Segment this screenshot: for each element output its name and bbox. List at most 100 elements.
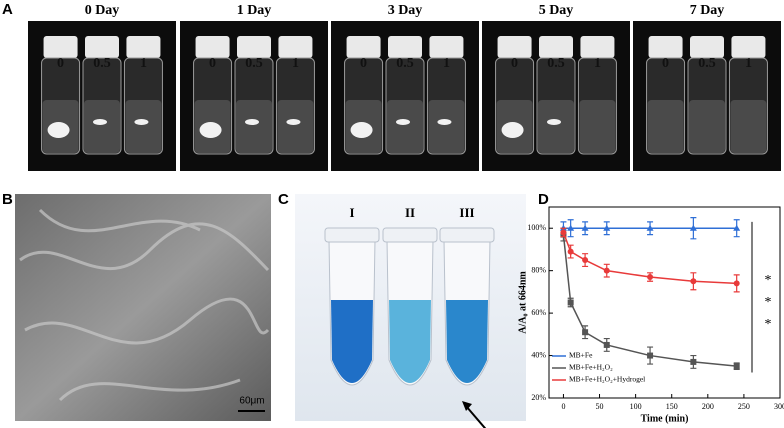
tube-liquid	[446, 300, 488, 383]
tube-label: I	[349, 205, 354, 220]
data-point	[647, 274, 654, 281]
vial-cap	[85, 36, 119, 58]
panel-label: D	[538, 191, 549, 208]
tube-label: II	[405, 205, 415, 220]
data-point	[690, 278, 697, 285]
vial-label: 0.5	[245, 56, 263, 71]
vial-liquid	[579, 100, 616, 153]
panel-label: B	[2, 191, 13, 208]
data-point	[603, 224, 611, 231]
day-title: 3 Day	[388, 3, 423, 18]
panel-label: A	[2, 1, 13, 18]
vial-cap	[580, 36, 615, 58]
x-tick-label: 50	[596, 402, 604, 411]
vial-label: 0	[209, 56, 216, 71]
vial-label: 1	[140, 56, 147, 71]
vial-cap	[278, 36, 313, 58]
data-point	[689, 224, 697, 231]
vial-label: 1	[594, 56, 601, 71]
hydrogel	[93, 119, 107, 125]
data-point	[567, 224, 575, 231]
data-point	[603, 341, 610, 348]
x-axis-label: Time (min)	[641, 413, 689, 424]
vial-cap	[429, 36, 464, 58]
significance-mark: *	[765, 295, 772, 310]
vial-cap	[497, 36, 532, 58]
data-point	[567, 248, 574, 255]
day-title: 0 Day	[85, 3, 120, 18]
hydrogel	[245, 119, 259, 125]
arrow	[465, 405, 487, 428]
vial-liquid	[84, 100, 120, 153]
vial-liquid	[730, 100, 767, 153]
hydrogel	[350, 122, 373, 138]
vial-cap	[648, 36, 683, 58]
vial-cap	[388, 36, 422, 58]
x-tick-label: 200	[702, 402, 714, 411]
vial-cap	[195, 36, 230, 58]
y-tick-label: 80%	[531, 265, 546, 274]
vial-label: 0	[360, 56, 367, 71]
vial-cap	[237, 36, 271, 58]
day-title: 7 Day	[690, 3, 725, 18]
series-line	[562, 234, 737, 367]
y-axis-label: A/A₀ at 664nm	[517, 271, 528, 334]
scale-bar-label: 60μm	[239, 396, 264, 407]
hydrogel	[47, 122, 70, 138]
vial-liquid	[689, 100, 725, 153]
y-tick-label: 40%	[531, 350, 546, 359]
data-point	[646, 224, 654, 231]
vial-cap	[346, 36, 381, 58]
hydrogel	[547, 119, 561, 125]
x-tick-label: 100	[630, 402, 642, 411]
vial-liquid	[277, 100, 314, 153]
tube-liquid	[331, 300, 373, 383]
vial-liquid	[538, 100, 574, 153]
x-tick-label: 250	[738, 402, 750, 411]
tube-liquid	[389, 300, 431, 383]
data-point	[582, 257, 589, 264]
hydrogel	[134, 119, 149, 125]
panel-label: C	[278, 191, 289, 208]
legend-label: MB+Fe+H₂O₂+Hydrogel	[569, 375, 645, 384]
vial-cap	[43, 36, 78, 58]
day-title: 1 Day	[237, 3, 272, 18]
y-tick-label: 100%	[527, 223, 546, 232]
data-point	[567, 299, 574, 306]
vial-label: 0	[57, 56, 64, 71]
vial-label: 1	[443, 56, 450, 71]
tube-cap	[439, 227, 495, 243]
vial-label: 0.5	[698, 56, 716, 71]
vial-cap	[126, 36, 161, 58]
x-tick-label: 300	[774, 402, 784, 411]
vial-label: 0.5	[396, 56, 414, 71]
significance-mark: *	[765, 273, 772, 288]
legend-label: MB+Fe	[569, 351, 593, 360]
vial-label: 0	[662, 56, 669, 71]
vial-liquid	[387, 100, 423, 153]
vial-liquid	[428, 100, 465, 153]
data-point	[581, 224, 589, 231]
data-point	[733, 224, 741, 231]
significance-mark: *	[765, 317, 772, 332]
day-title: 5 Day	[539, 3, 574, 18]
vial-label: 1	[745, 56, 752, 71]
hydrogel	[501, 122, 524, 138]
vial-liquid	[125, 100, 162, 153]
x-tick-label: 150	[666, 402, 678, 411]
vial-cap	[690, 36, 724, 58]
vial-label: 0.5	[93, 56, 111, 71]
tube-cap	[382, 227, 438, 243]
hydrogel	[286, 119, 301, 125]
arrow-head	[462, 401, 472, 411]
vial-label: 0.5	[547, 56, 565, 71]
vial-label: 0	[511, 56, 518, 71]
data-point	[603, 267, 610, 274]
data-point	[733, 280, 740, 287]
hydrogel	[396, 119, 410, 125]
hydrogel	[199, 122, 222, 138]
vial-liquid	[236, 100, 272, 153]
sem-texture	[19, 208, 270, 402]
vial-cap	[731, 36, 766, 58]
